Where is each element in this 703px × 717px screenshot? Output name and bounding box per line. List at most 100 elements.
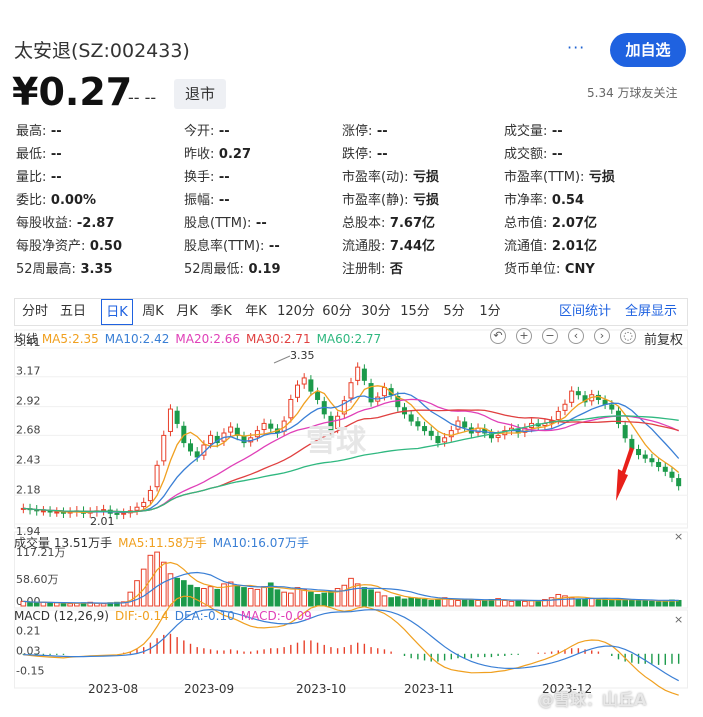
quote-value: 2.07亿 [547, 216, 597, 231]
price-tick-label: 1.94 [16, 525, 41, 538]
volume-bar [455, 599, 461, 607]
tab-3[interactable]: 周K [142, 304, 164, 319]
quote-label: 流通股: [342, 239, 386, 254]
kline-chart[interactable]: 3.41 3.17 2.92 2.68 2.43 2.18 1.94 3.35 2.01 雪球 11… [14, 326, 688, 717]
tab-2[interactable]: 日K [101, 299, 133, 325]
quote-value: 亏损 [408, 170, 440, 185]
price-tick-label: 2.92 [16, 395, 41, 408]
kline-svg[interactable]: 3.41 3.17 2.92 2.68 2.43 2.18 1.94 3.35 2.01 雪球 11… [14, 326, 688, 717]
tab-12[interactable]: 1分 [479, 304, 501, 319]
volume-bar [328, 590, 334, 607]
adjust-mode[interactable]: 前复权 [644, 333, 684, 348]
volume-bar [562, 595, 568, 607]
candle-body [448, 430, 454, 438]
macd-tick-label: -0.15 [16, 664, 44, 677]
volume-bar [421, 599, 428, 607]
tab-10[interactable]: 15分 [400, 304, 430, 319]
quote-label: 总股本: [342, 216, 386, 231]
candle-body [147, 489, 153, 502]
candle-body [208, 434, 214, 445]
forward-icon[interactable]: › [594, 328, 610, 344]
zoom-out-icon[interactable]: − [542, 328, 558, 344]
add-watchlist-button[interactable]: 加自选 [610, 33, 686, 67]
volume-bar [388, 597, 394, 607]
volume-bar [415, 598, 421, 607]
fullscreen-link[interactable]: 全屏显示 [625, 304, 678, 319]
tab-0[interactable]: 分时 [21, 304, 48, 319]
candle-body [301, 377, 307, 385]
volume-bar [287, 592, 294, 607]
ma-label: 均线 [14, 332, 42, 346]
vol-ma-10 [23, 571, 679, 604]
candle-body [609, 404, 615, 410]
tab-5[interactable]: 季K [210, 304, 232, 319]
volume-bar [334, 587, 341, 607]
quote-label: 股息(TTM): [184, 216, 252, 231]
quote-item: 量比: -- [16, 170, 62, 186]
volume-bar [588, 598, 595, 607]
ma-legend: 均线 MA5:2.35 MA10:2.42 MA20:2.66 MA30:2.71 MA… [14, 330, 387, 347]
volume-bar [374, 591, 381, 607]
volume-bar [602, 598, 608, 607]
bulb-icon[interactable]: ◌ [620, 328, 636, 344]
volume-bar [655, 601, 662, 607]
macd-tick-label: 0.03 [16, 644, 41, 657]
watermark: 雪球 [306, 424, 367, 459]
tab-9[interactable]: 30分 [361, 304, 391, 319]
quote-item: 振幅: -- [184, 193, 230, 209]
tab-11[interactable]: 5分 [443, 304, 465, 319]
panel-close-icon: × [674, 613, 683, 626]
date-label: 2023-10 [296, 682, 346, 696]
candle-body [428, 430, 434, 436]
quote-label: 振幅: [184, 193, 215, 208]
quote-label: 52周最高: [16, 262, 76, 277]
tab-7[interactable]: 120分 [277, 304, 315, 319]
volume-bar [140, 568, 147, 607]
candle-body [40, 510, 46, 513]
panel-close-icon: × [674, 530, 683, 543]
price-tick-label: 2.68 [16, 423, 41, 436]
volume-bar [154, 551, 160, 607]
tab-4[interactable]: 月K [176, 304, 198, 319]
price-tick-label: 2.18 [16, 483, 41, 496]
quote-item: 流通值: 2.01亿 [504, 239, 597, 255]
candle-body [134, 506, 140, 511]
quote-label: 市盈率(动): [342, 170, 409, 185]
undo-icon[interactable]: ↶ [490, 328, 506, 344]
tab-8[interactable]: 60分 [322, 304, 352, 319]
candle-body [315, 391, 321, 400]
quote-value: -- [46, 170, 62, 185]
volume-bar [187, 584, 194, 607]
tab-6[interactable]: 年K [245, 304, 267, 319]
candle-body [295, 384, 301, 398]
more-menu-button[interactable]: ··· [567, 38, 586, 57]
volume-bar [301, 589, 308, 607]
quote-value: 亏损 [584, 170, 615, 185]
quote-item: 总股本: 7.67亿 [342, 216, 435, 232]
candle-body [121, 512, 127, 515]
zoom-in-icon[interactable]: + [516, 328, 532, 344]
quote-value: CNY [560, 262, 595, 277]
volume-bar [321, 592, 328, 607]
volume-bar [354, 583, 361, 607]
quote-item: 货币单位: CNY [504, 262, 595, 278]
tab-1[interactable]: 五日 [59, 304, 86, 319]
quote-value: 0.27 [214, 147, 251, 162]
quote-value: -- [214, 124, 230, 139]
volume-bar [221, 583, 227, 607]
quote-value: -- [264, 239, 280, 254]
candle-body [662, 466, 668, 472]
macd-legend-item-1: DIF:-0.14 [114, 609, 169, 623]
panel-frame [14, 531, 688, 609]
vol-legend-item-0: 成交量 13.51万手 [14, 536, 113, 550]
ma-legend-item-4: MA60:2.77 [316, 332, 382, 346]
quote-value: 3.35 [75, 262, 113, 277]
back-icon[interactable]: ‹ [568, 328, 584, 344]
quote-item: 52周最低: 0.19 [184, 262, 281, 278]
volume-bar [33, 602, 40, 607]
volume-bar [194, 587, 201, 607]
volume-bar [60, 602, 67, 607]
range-stats-link[interactable]: 区间统计 [559, 304, 612, 319]
candle-body [254, 430, 260, 438]
low-annotation: 2.01 [90, 515, 115, 528]
